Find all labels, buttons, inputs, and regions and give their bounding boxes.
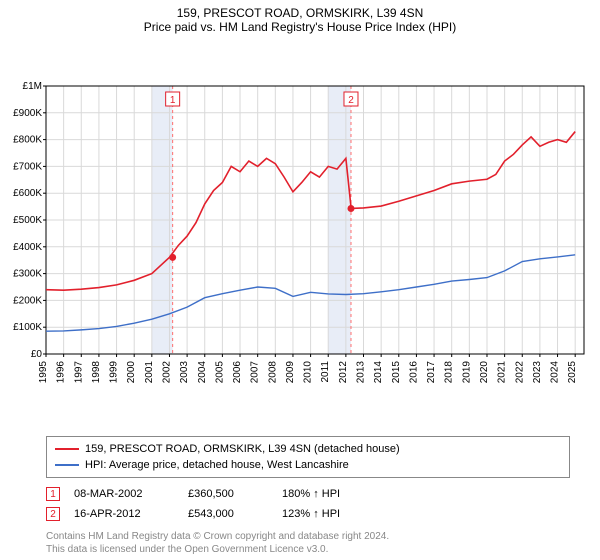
sale-price: £543,000 (188, 508, 268, 520)
legend-row: HPI: Average price, detached house, West… (55, 457, 561, 473)
legend-label: 159, PRESCOT ROAD, ORMSKIRK, L39 4SN (de… (85, 443, 400, 455)
svg-text:2004: 2004 (197, 361, 208, 384)
footer-line2: This data is licensed under the Open Gov… (46, 543, 570, 556)
svg-text:2023: 2023 (532, 361, 543, 384)
svg-text:£200K: £200K (13, 295, 42, 306)
svg-text:2014: 2014 (373, 361, 384, 384)
svg-text:2021: 2021 (497, 361, 508, 384)
svg-text:1999: 1999 (109, 361, 120, 384)
svg-text:£100K: £100K (13, 322, 42, 333)
svg-text:2002: 2002 (161, 361, 172, 384)
sale-date: 08-MAR-2002 (74, 488, 174, 500)
svg-text:£800K: £800K (13, 135, 42, 146)
svg-text:2017: 2017 (426, 361, 437, 384)
sale-marker-icon: 2 (46, 507, 60, 521)
svg-text:2007: 2007 (250, 361, 261, 384)
title-subtitle: Price paid vs. HM Land Registry's House … (0, 20, 600, 34)
svg-text:2018: 2018 (444, 361, 455, 384)
legend-swatch (55, 448, 79, 450)
svg-text:2001: 2001 (144, 361, 155, 384)
svg-text:2020: 2020 (479, 361, 490, 384)
svg-text:2008: 2008 (267, 361, 278, 384)
svg-text:2022: 2022 (514, 361, 525, 384)
svg-text:£900K: £900K (13, 108, 42, 119)
svg-text:2009: 2009 (285, 361, 296, 384)
svg-text:1996: 1996 (56, 361, 67, 384)
svg-text:2: 2 (348, 95, 354, 106)
sale-pct: 180% ↑ HPI (282, 488, 372, 500)
svg-text:1: 1 (170, 95, 176, 106)
legend-label: HPI: Average price, detached house, West… (85, 459, 349, 471)
sale-marker-icon: 1 (46, 487, 60, 501)
svg-text:1997: 1997 (73, 361, 84, 384)
svg-text:£400K: £400K (13, 242, 42, 253)
svg-text:£300K: £300K (13, 269, 42, 280)
svg-text:£0: £0 (31, 349, 43, 360)
svg-text:1998: 1998 (91, 361, 102, 384)
price-chart: £0 £100K £200K £300K £400K £500K £600K £700K £80… (0, 38, 600, 432)
svg-text:2012: 2012 (338, 361, 349, 384)
title-address: 159, PRESCOT ROAD, ORMSKIRK, L39 4SN (0, 6, 600, 20)
footer-attribution: Contains HM Land Registry data © Crown c… (46, 530, 570, 556)
sales-table: 1 08-MAR-2002 £360,500 180% ↑ HPI 2 16-APR-20… (46, 484, 570, 524)
sale-price: £360,500 (188, 488, 268, 500)
svg-text:2010: 2010 (303, 361, 314, 384)
svg-text:£600K: £600K (13, 188, 42, 199)
svg-text:2013: 2013 (356, 361, 367, 384)
svg-text:2024: 2024 (550, 361, 561, 384)
svg-text:2016: 2016 (408, 361, 419, 384)
svg-text:2011: 2011 (320, 361, 331, 383)
sale-row: 1 08-MAR-2002 £360,500 180% ↑ HPI (46, 484, 570, 504)
chart-titles: 159, PRESCOT ROAD, ORMSKIRK, L39 4SN Pri… (0, 0, 600, 38)
svg-text:£700K: £700K (13, 161, 42, 172)
legend: 159, PRESCOT ROAD, ORMSKIRK, L39 4SN (de… (46, 436, 570, 478)
legend-swatch (55, 464, 79, 466)
svg-text:£1M: £1M (23, 81, 42, 92)
svg-text:2006: 2006 (232, 361, 243, 384)
svg-text:2015: 2015 (391, 361, 402, 384)
chart-area: £0 £100K £200K £300K £400K £500K £600K £700K £80… (0, 38, 600, 432)
sale-date: 16-APR-2012 (74, 508, 174, 520)
svg-text:2003: 2003 (179, 361, 190, 384)
sale-row: 2 16-APR-2012 £543,000 123% ↑ HPI (46, 504, 570, 524)
svg-text:2019: 2019 (461, 361, 472, 384)
svg-text:£500K: £500K (13, 215, 42, 226)
legend-row: 159, PRESCOT ROAD, ORMSKIRK, L39 4SN (de… (55, 441, 561, 457)
footer-line1: Contains HM Land Registry data © Crown c… (46, 530, 570, 543)
svg-text:2025: 2025 (567, 361, 578, 384)
svg-text:2005: 2005 (214, 361, 225, 384)
svg-text:1995: 1995 (38, 361, 49, 384)
svg-text:2000: 2000 (126, 361, 137, 384)
sale-pct: 123% ↑ HPI (282, 508, 372, 520)
